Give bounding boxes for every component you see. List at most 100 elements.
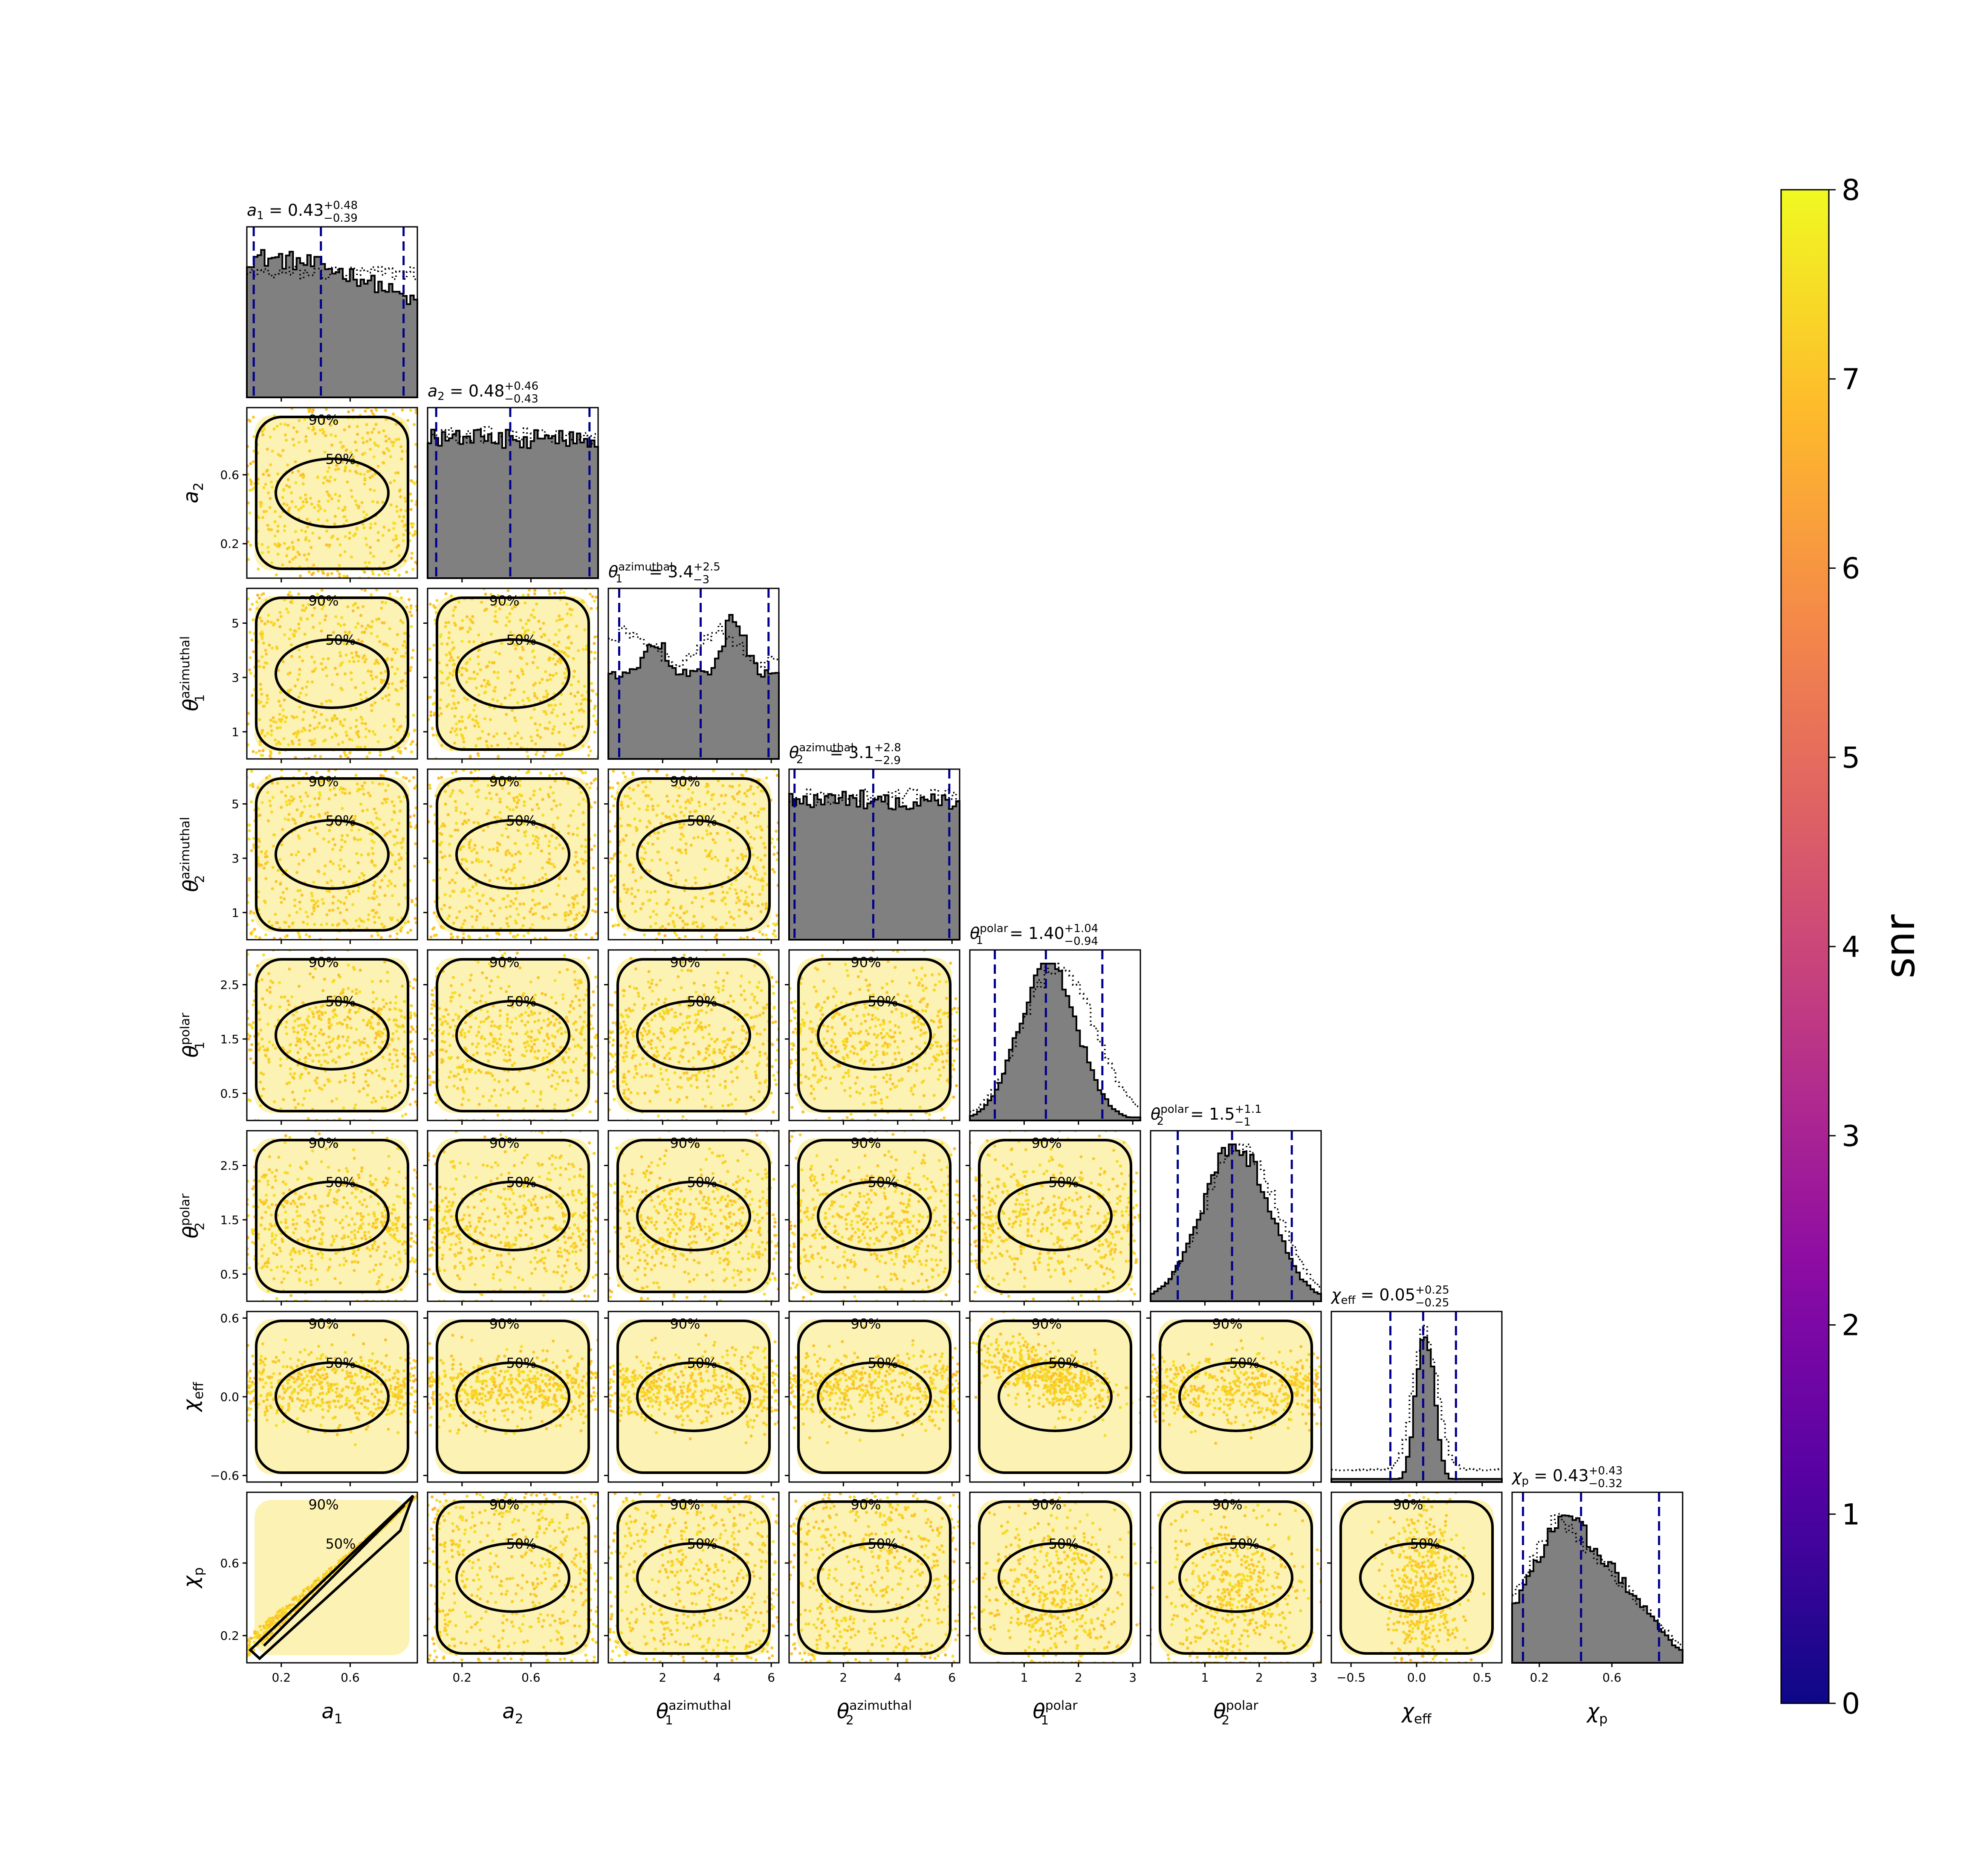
point (265, 652, 268, 656)
point (365, 543, 368, 547)
point (360, 625, 364, 628)
point (461, 619, 464, 622)
point (263, 661, 267, 665)
point (613, 924, 617, 927)
point (610, 795, 614, 798)
point (365, 440, 369, 443)
density-fill (435, 958, 590, 1113)
point (354, 499, 357, 503)
point (252, 449, 256, 453)
point (591, 689, 595, 693)
point (270, 729, 273, 732)
point (291, 541, 294, 544)
point (560, 772, 563, 775)
point (271, 449, 274, 453)
point (542, 622, 545, 625)
point (462, 932, 465, 935)
point (449, 730, 453, 734)
point (322, 572, 325, 575)
point (289, 628, 292, 631)
point (484, 690, 488, 694)
point (431, 1024, 434, 1027)
point (397, 746, 400, 750)
point (294, 460, 297, 463)
point (584, 933, 588, 936)
title-a2: a2 = 0.48+0.46 −0.43 (428, 380, 538, 405)
point (411, 1028, 415, 1031)
point (275, 742, 278, 746)
point (304, 440, 308, 443)
point (384, 434, 388, 438)
y-tick-label: 5 (231, 797, 239, 811)
point (774, 934, 777, 938)
point (250, 1043, 254, 1046)
point (328, 480, 331, 483)
point (399, 495, 402, 498)
point (414, 903, 417, 907)
point (325, 700, 328, 703)
point (555, 672, 558, 675)
point (439, 698, 443, 702)
point (775, 914, 779, 917)
contour-label-50: 50% (506, 813, 536, 829)
point (294, 756, 297, 759)
point (397, 573, 401, 577)
point (247, 558, 250, 561)
point (354, 440, 357, 444)
point (404, 500, 408, 503)
point (252, 1021, 255, 1025)
point (411, 567, 415, 571)
point (570, 683, 573, 686)
point (364, 735, 367, 738)
point (266, 524, 269, 527)
point (261, 551, 264, 554)
point (489, 633, 493, 636)
point (392, 527, 396, 530)
point (341, 460, 344, 464)
point (391, 756, 395, 759)
point (451, 648, 454, 651)
point (526, 697, 529, 700)
panel-th1pol-a1: 50%90%0.51.52.5 (220, 949, 418, 1125)
point (294, 505, 298, 509)
point (273, 520, 277, 524)
point (252, 435, 256, 438)
point (346, 633, 350, 637)
point (567, 654, 570, 658)
point (462, 740, 466, 744)
point (305, 645, 309, 648)
point (386, 657, 389, 660)
contour-label-90: 90% (308, 954, 338, 970)
point (317, 509, 320, 513)
point (258, 616, 262, 620)
point (382, 525, 386, 529)
point (583, 697, 587, 701)
point (260, 620, 263, 623)
point (337, 622, 340, 625)
point (255, 751, 258, 755)
point (267, 474, 270, 477)
point (297, 627, 301, 630)
point (428, 783, 431, 787)
point (411, 525, 414, 529)
point (408, 611, 412, 614)
point (590, 782, 593, 785)
point (283, 529, 286, 533)
point (268, 643, 271, 647)
point (383, 572, 387, 575)
point (459, 627, 462, 631)
point (344, 653, 348, 657)
point (283, 720, 287, 724)
point (440, 712, 443, 715)
y-tick-label: 3 (231, 671, 239, 685)
point (308, 408, 312, 411)
point (393, 479, 396, 483)
point (301, 718, 305, 721)
point (313, 432, 317, 435)
point (402, 515, 405, 518)
point (336, 537, 339, 541)
point (361, 656, 364, 660)
point (300, 529, 304, 532)
point (338, 664, 342, 667)
point (362, 510, 365, 514)
